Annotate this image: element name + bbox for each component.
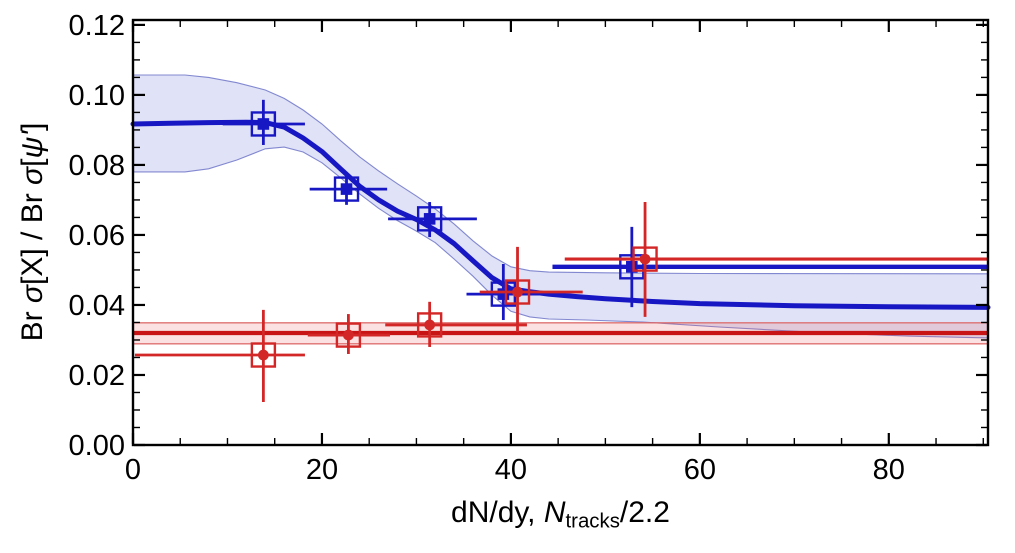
ylabel-bracket-open: [ xyxy=(16,158,49,167)
xlabel-suffix: /2.2 xyxy=(619,496,670,529)
x-tick-label: 20 xyxy=(306,454,338,486)
blue-open-square-marker xyxy=(333,176,360,202)
x-tick-label: 80 xyxy=(873,454,905,486)
red-dot-marker xyxy=(424,319,436,331)
y-tick-label: 0.10 xyxy=(69,80,125,112)
blue-band-bottom-edge xyxy=(133,146,989,339)
x-tick-label: 40 xyxy=(495,454,527,486)
red-dot-marker xyxy=(257,349,269,361)
y-tick-label: 0.02 xyxy=(69,360,125,392)
blue-filled-square-marker xyxy=(257,118,270,130)
blue-filled-square-marker xyxy=(423,213,436,225)
x-tick-label: 60 xyxy=(684,454,716,486)
plot-frame xyxy=(131,18,990,447)
y-tick-label: 0.00 xyxy=(69,430,125,462)
blue-open-square-marker xyxy=(416,206,443,232)
blue-filled-square-marker xyxy=(497,288,510,300)
red-open-square-marker xyxy=(335,322,362,348)
y-tick-label: 0.12 xyxy=(69,10,125,42)
red-open-square-marker xyxy=(250,342,277,368)
ylabel-text: Br xyxy=(16,303,49,342)
ylabel-sigma-1: σ xyxy=(16,284,49,304)
xlabel-prefix: dN/dy, xyxy=(451,496,544,529)
ylabel-mid: [X] / Br xyxy=(16,184,49,285)
red-dot-marker xyxy=(343,329,354,341)
blue-open-square-marker xyxy=(250,111,277,137)
y-tick-label: 0.06 xyxy=(69,220,125,252)
xlabel-n: N xyxy=(543,496,566,529)
blue-filled-square-marker xyxy=(626,261,638,273)
red-dot-marker xyxy=(639,253,651,265)
red-dot-marker xyxy=(512,286,523,298)
ylabel-psi-prime: ψ' xyxy=(16,130,49,159)
x-tick-label: 0 xyxy=(125,454,141,486)
y-tick-label: 0.08 xyxy=(69,150,125,182)
red-open-square-marker xyxy=(504,279,531,305)
blue-band-top-edge xyxy=(133,74,989,275)
xlabel-subscript: tracks xyxy=(565,510,620,533)
blue-fit-confidence-band xyxy=(133,75,988,338)
y-axis-label: Br σ[X] / Br σ[ψ'] xyxy=(16,123,50,342)
ylabel-sigma-2: σ xyxy=(16,166,49,185)
ylabel-bracket-close: ] xyxy=(16,122,49,131)
blue-filled-square-marker xyxy=(340,183,353,195)
y-tick-label: 0.04 xyxy=(69,290,125,322)
red-open-square-marker xyxy=(632,246,658,272)
blue-open-square-marker xyxy=(619,254,645,280)
red-open-square-marker xyxy=(416,312,443,338)
x-axis-label: dN/dy, Ntracks/2.2 xyxy=(133,496,988,534)
